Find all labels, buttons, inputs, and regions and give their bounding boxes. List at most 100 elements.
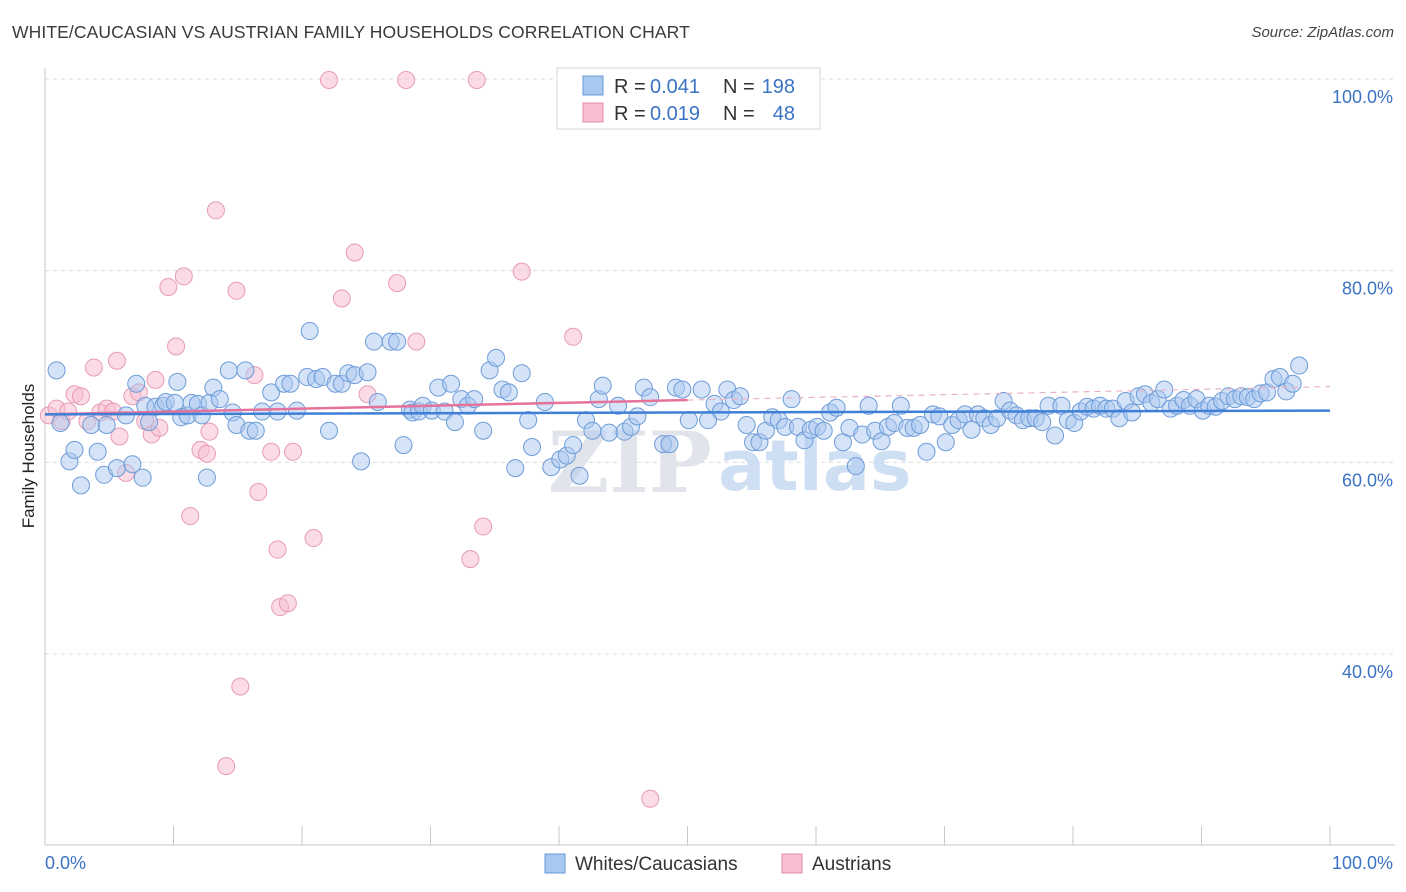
whites-point [487,348,506,367]
y-tick-labels: 40.0% 60.0% 80.0% 100.0% [1332,87,1393,682]
whites-point [936,433,955,452]
whites-point [679,411,698,430]
whites-point [891,396,910,415]
austrians-point [467,70,486,89]
whites-point [506,459,525,478]
whites-point [1283,374,1302,393]
austrians-point [641,789,660,808]
austrians-point [181,507,200,525]
whites-point [512,364,531,383]
whites-point [123,455,142,474]
whites-point [97,415,116,434]
whites-point [962,420,981,439]
whites-trend-line [44,409,1331,416]
austrians-point [197,444,216,463]
whites-point [210,390,229,409]
whites-point [262,383,281,402]
austrians-point [332,289,351,308]
y-axis-label: Family Households [19,384,38,529]
whites-point [673,380,692,399]
whites-point [168,372,187,391]
whites-point [628,407,647,426]
austrians-point [397,70,416,89]
whites-point [219,361,238,380]
whites-point [253,402,272,421]
whites-point [442,374,461,393]
whites-point [583,421,602,440]
legend-blue-n-value: 198 [762,76,795,98]
whites-point [107,459,126,478]
whites-point [917,442,936,461]
whites-point [127,374,146,393]
whites-point [782,390,801,409]
whites-point [737,415,756,434]
whites-point [300,322,319,341]
austrians-point [206,201,225,220]
y-tick-label: 60.0% [1342,470,1393,490]
legend-pink-r-value: 0.019 [650,103,700,125]
whites-point [88,442,107,461]
whites-point [499,383,518,402]
whites-point [465,390,484,409]
whites-point [814,421,833,440]
whites-point [523,438,542,456]
austrians-trend-extension [687,386,1331,401]
whites-point [660,435,679,454]
y-tick-label: 40.0% [1342,662,1393,682]
whites-point [352,452,371,471]
x-tick-label: 0.0% [45,853,86,873]
whites-point [140,413,159,432]
whites-point [600,423,619,442]
austrians-point [512,262,531,281]
austrians-point [84,358,103,377]
source-label: Source: ZipAtlas.com [1251,24,1394,41]
austrians-point [278,594,297,613]
whites-point [641,388,660,407]
legend-blue-swatch [582,75,604,96]
whites-point [593,376,612,395]
whites-point [197,468,216,487]
austrians-point [304,529,323,548]
whites-point [1123,403,1142,422]
whites-point [564,436,583,455]
whites-point [236,361,255,380]
austrians-point [319,70,338,89]
bottom-legend-whites: Whites/Caucasians [575,854,738,875]
whites-point [364,332,383,351]
bottom-legend: Whites/Caucasians Austrians [544,853,891,875]
whites-point [388,332,407,351]
austrians-point [159,277,178,296]
whites-point [319,421,338,440]
whites-point [1290,356,1309,375]
austrians-point [200,422,219,441]
whites-point [827,398,846,417]
axes [44,68,1395,846]
whites-point [1046,426,1065,445]
legend-pink-n-value: 48 [773,103,795,125]
whites-point [281,374,300,393]
austrians-point [227,281,246,300]
austrians-trend-line [44,398,688,416]
bottom-legend-pink-swatch [781,853,803,874]
whites-points [47,322,1309,495]
whites-point [65,440,84,459]
whites-point [1033,413,1052,432]
austrians-point [474,517,493,536]
austrians-point [564,327,583,346]
austrians-point [167,337,186,356]
whites-point [268,402,287,421]
chart-title: WHITE/CAUCASIAN VS AUSTRIAN FAMILY HOUSE… [12,22,690,42]
legend-pink-r-label: R = [614,103,646,125]
y-tick-label: 100.0% [1332,87,1393,107]
austrians-point [284,442,303,461]
whites-point [911,415,930,434]
legend-pink-n-label: N = [723,103,755,125]
whites-point [731,387,750,406]
whites-point [859,396,878,415]
bottom-legend-blue-swatch [544,853,566,874]
whites-point [133,468,152,487]
austrians-point [217,757,236,776]
whites-point [358,363,377,382]
whites-point [474,421,493,440]
